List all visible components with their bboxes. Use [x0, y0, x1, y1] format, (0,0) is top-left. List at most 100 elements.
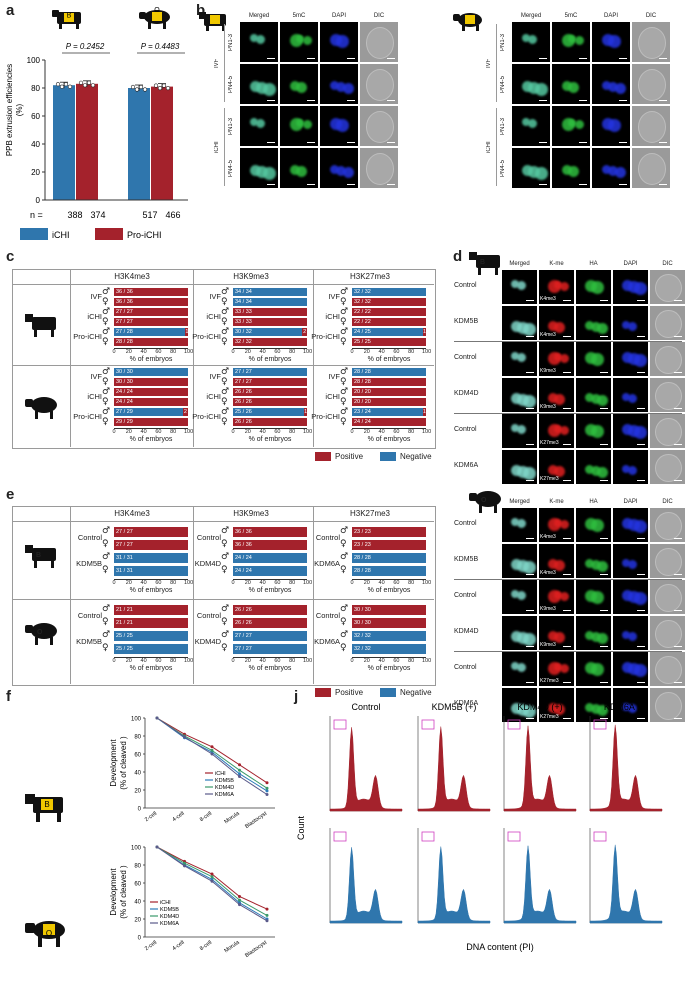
gate-box — [593, 831, 607, 842]
row-label: KDM6A — [314, 559, 340, 568]
male-symbol: ♂ — [221, 327, 230, 337]
bar: 20 / 20 — [352, 388, 426, 396]
panel-d-image — [613, 306, 648, 340]
row-label: KDM6A — [454, 700, 479, 707]
bar: 32 / 32 — [352, 298, 426, 306]
male-symbol: ♂ — [102, 387, 111, 397]
x-axis — [233, 657, 307, 658]
ytick-label: 100 — [131, 846, 142, 852]
xtick-label: 40 — [140, 658, 147, 664]
panel-d-image — [576, 616, 611, 650]
gate-box — [333, 719, 347, 730]
female-symbol: ♀ — [221, 397, 228, 407]
ylabel-f-2: (% of cleaved ) — [119, 736, 128, 790]
column-header: Merged — [520, 13, 542, 19]
ytick-label: 60 — [134, 882, 141, 888]
panel-d-image — [650, 450, 685, 484]
male-symbol: ♂ — [340, 407, 349, 417]
panel-d-image — [576, 508, 611, 542]
female-symbol: ♀ — [221, 297, 228, 307]
mark-label: K27me3 — [540, 440, 559, 446]
xtick-label: Blastocyst — [244, 810, 268, 830]
female-symbol: ♀ — [102, 317, 109, 327]
xtick-label: 20 — [125, 429, 132, 435]
data-point — [238, 895, 241, 898]
panel-d-image — [613, 342, 648, 376]
bar: 21 / 21 — [114, 605, 188, 615]
bar: 30 / 30 — [352, 605, 426, 615]
legend-swatch-positive — [315, 452, 331, 461]
column-header: DIC — [373, 13, 385, 19]
column-header: 5mC — [564, 13, 578, 19]
legend-positive: Positive — [335, 452, 364, 461]
legend-item: KDM4D — [215, 785, 234, 791]
panel-d-image — [613, 652, 648, 686]
histograms-j: Control KDM5B (+) KDM4D (+) KDM6A (+) Count D… — [296, 702, 663, 952]
legend-negative: Negative — [400, 688, 432, 697]
ytick-label: 80 — [31, 84, 40, 93]
row-label: Control — [315, 611, 340, 620]
female-symbol: ♀ — [221, 565, 228, 575]
bar: 26 / 26 — [233, 388, 307, 396]
bar: 23 / 23 — [352, 527, 426, 537]
xtick-label: 40 — [378, 658, 385, 664]
panel-b-bovine-image — [240, 148, 278, 188]
ylabel-f-1: Development — [109, 739, 118, 787]
xtick-label: 0 — [231, 658, 235, 664]
bar: 27 / 27 — [114, 527, 188, 537]
bar-ichi — [128, 88, 150, 200]
x-axis — [352, 657, 426, 658]
legend-item: KDM5B — [160, 907, 179, 913]
mark-label: K4me3 — [540, 332, 556, 338]
xtick-label: 100 — [184, 658, 194, 664]
mark-label: K27me3 — [540, 476, 559, 482]
panel-d-image — [502, 342, 537, 376]
row-label: iCHI — [206, 312, 221, 321]
group-label: IVF — [214, 58, 220, 68]
panel-d-image — [539, 544, 574, 578]
xaxis-label: % of embryos — [248, 587, 292, 594]
row-label: iCHI — [87, 312, 102, 321]
female-symbol: ♀ — [102, 565, 109, 575]
row-label: Control — [315, 533, 340, 542]
gate-box — [421, 719, 435, 730]
bar: 29 / 29 — [114, 418, 188, 426]
panel-d-image — [613, 580, 648, 614]
x-axis — [114, 657, 188, 658]
row-label: Control — [454, 520, 477, 527]
row-label: Control — [77, 611, 102, 620]
xaxis-label: % of embryos — [367, 436, 411, 443]
row-label: PN4-5 — [500, 159, 506, 177]
row-label: KDM5B — [76, 637, 102, 646]
panel-d-image — [502, 688, 537, 722]
data-point — [155, 845, 159, 849]
xaxis-label: % of embryos — [129, 587, 173, 594]
panel-d-image — [502, 378, 537, 412]
bar-pro-ichi — [151, 86, 173, 200]
data-point — [238, 898, 241, 902]
xtick-label: 0 — [350, 580, 354, 586]
n-value: 466 — [165, 210, 180, 220]
xtick-label: Morula — [223, 939, 241, 954]
n-value: 517 — [142, 210, 157, 220]
xtick-label: 100 — [422, 658, 432, 664]
panel-b-bovine-image — [320, 22, 358, 62]
female-symbol: ♀ — [340, 297, 347, 307]
bar: 30 / 30 — [352, 618, 426, 628]
group-divider — [454, 341, 682, 342]
xtick-label: 4-cell — [171, 811, 185, 823]
panel-d-image — [576, 544, 611, 578]
male-symbol: ♂ — [102, 407, 111, 417]
bar: 27 / 27 — [114, 318, 188, 326]
row-label: Control — [196, 611, 221, 620]
xtick-label: 0 — [231, 349, 235, 355]
cow-icon — [469, 252, 500, 275]
bar: 32 / 32 — [352, 631, 426, 641]
bar: 28 / 28 — [114, 338, 188, 346]
xtick-label: 40 — [259, 429, 266, 435]
data-point — [210, 748, 214, 752]
gate-box — [421, 831, 435, 842]
xtick-label: 20 — [244, 580, 251, 586]
legend-item: iCHI — [160, 900, 171, 906]
male-symbol: ♂ — [221, 367, 230, 377]
